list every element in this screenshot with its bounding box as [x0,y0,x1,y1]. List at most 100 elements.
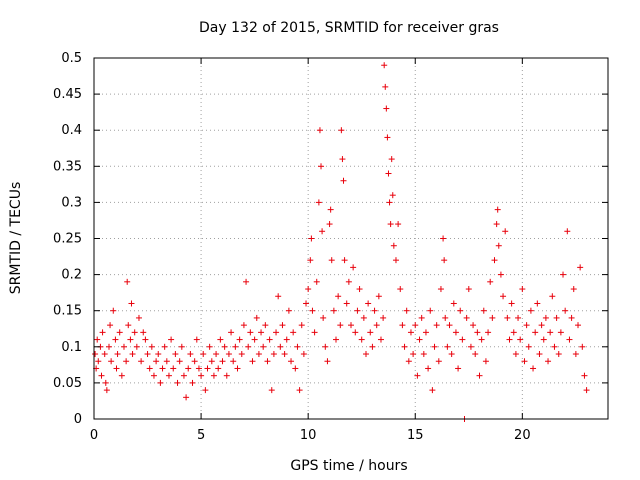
data-point [487,278,494,285]
data-point [530,365,537,372]
data-point [399,322,406,329]
data-point [579,343,586,350]
data-point [463,314,470,321]
y-axis-label: SRMTID / TECUs [8,182,24,295]
data-point [277,343,284,350]
data-point [129,351,136,358]
data-point [405,358,412,365]
data-point [385,170,392,177]
data-point [358,336,365,343]
x-tick-label: 5 [197,428,205,443]
axis-ticks: 0 5 10 15 20 0 0.05 0.1 0.15 0.2 0.25 0.3 0.35 0.4 0.4… [53,51,608,443]
data-point [204,365,211,372]
data-point [187,351,194,358]
data-point [429,387,436,394]
data-point [142,336,149,343]
data-point [168,336,175,343]
data-point [532,329,539,336]
data-point [189,379,196,386]
data-point [260,343,267,350]
data-point [485,329,492,336]
data-point [315,199,322,206]
data-point [258,329,265,336]
data-point [433,322,440,329]
data-point [327,206,334,213]
data-point [110,307,117,314]
data-point [191,358,198,365]
data-point [467,343,474,350]
data-point [457,307,464,314]
data-point [215,365,222,372]
data-point [153,358,160,365]
data-point [170,365,177,372]
data-point [489,314,496,321]
data-point [183,394,190,401]
data-point [369,343,376,350]
data-point [386,199,393,206]
data-point [506,336,513,343]
data-point [435,358,442,365]
data-point [557,329,564,336]
data-point [133,343,140,350]
data-point [101,351,108,358]
data-point [172,351,179,358]
data-point [283,336,290,343]
y-tick-label: 0 [74,412,82,427]
data-point [566,336,573,343]
data-point [572,351,579,358]
y-tick-label: 0.45 [53,87,82,102]
data-point [515,314,522,321]
data-point [148,343,155,350]
data-point [491,257,498,264]
data-point [105,343,112,350]
data-point [390,242,397,249]
data-point [418,314,425,321]
data-point [202,387,209,394]
data-point [517,336,524,343]
data-point [407,329,414,336]
data-point [217,336,224,343]
data-point [555,351,562,358]
data-point [131,329,138,336]
data-point [384,134,391,141]
data-point [128,300,135,307]
data-point [553,314,560,321]
data-point [127,336,134,343]
data-point [441,257,448,264]
data-point [540,336,547,343]
data-point [249,358,256,365]
data-point [373,322,380,329]
data-point [138,358,145,365]
x-axis-label: GPS time / hours [290,458,407,474]
data-point [330,307,337,314]
data-point [174,379,181,386]
grid-lines [94,58,608,419]
x-tick-label: 20 [514,428,531,443]
data-point [389,192,396,199]
data-point [247,329,254,336]
data-point [455,365,462,372]
data-point [508,300,515,307]
data-point [494,206,501,213]
data-point [253,314,260,321]
data-point [444,343,451,350]
data-point [497,271,504,278]
data-point [422,329,429,336]
data-point [281,351,288,358]
data-point [354,307,361,314]
data-point [446,322,453,329]
data-point [290,329,297,336]
data-point [414,372,421,379]
data-point [401,343,408,350]
data-point [512,351,519,358]
data-point [219,358,226,365]
data-point [240,322,247,329]
data-point [377,336,384,343]
y-tick-label: 0.2 [61,268,82,283]
data-point [213,351,220,358]
data-point [255,351,262,358]
data-point [341,257,348,264]
data-point [113,365,120,372]
data-point [338,127,345,134]
